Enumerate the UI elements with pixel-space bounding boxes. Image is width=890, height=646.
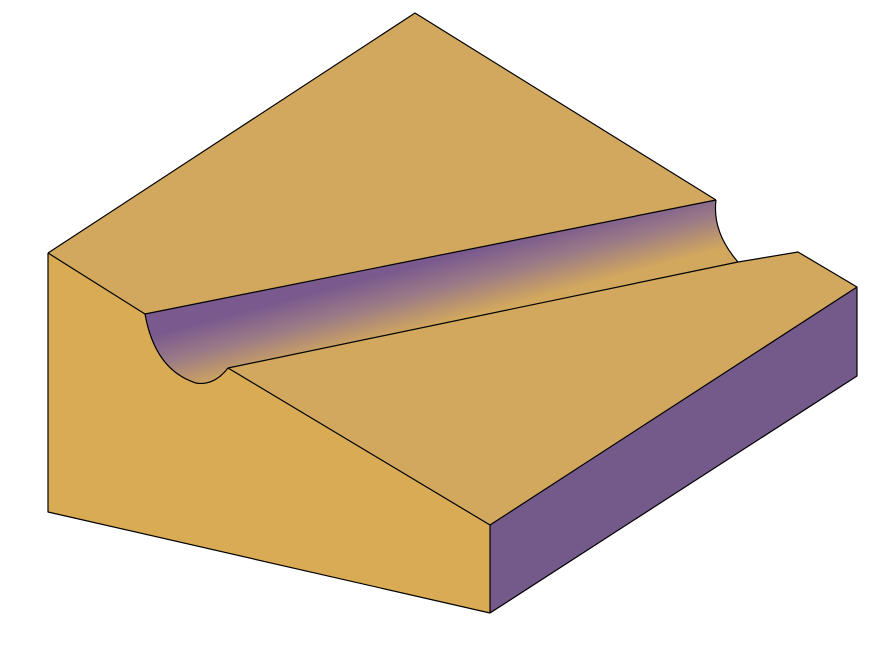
edge-groove-top xyxy=(144,199,717,315)
left-face xyxy=(48,253,490,613)
groove-surface xyxy=(145,200,738,384)
edge-slope-left xyxy=(47,252,146,315)
edge-ridge-left xyxy=(47,12,717,254)
edge-outer-left xyxy=(47,253,491,614)
edge-shelf-front xyxy=(227,286,858,526)
edge-groove-profile-back xyxy=(714,199,739,263)
outline-edges xyxy=(47,12,858,614)
edge-groove-bottom xyxy=(227,261,739,369)
lower-top-face xyxy=(228,252,857,525)
right-face xyxy=(490,287,857,613)
upper-top-face xyxy=(48,13,716,314)
edge-groove-profile-front xyxy=(144,313,229,385)
